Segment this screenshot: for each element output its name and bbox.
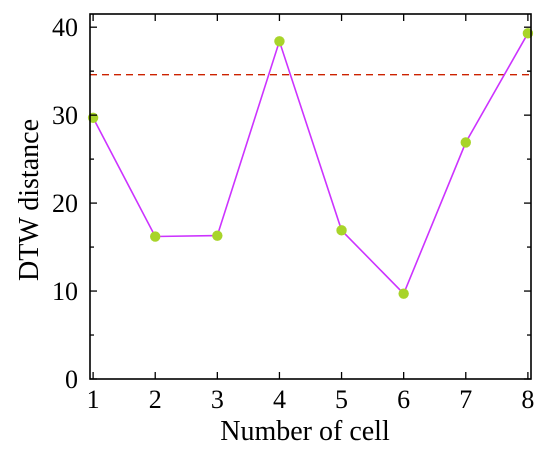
data-point (274, 36, 285, 47)
y-axis-title: DTW distance (14, 119, 45, 281)
axes: 1 2 3 4 5 6 7 8 0 10 20 30 40 (52, 13, 534, 414)
y-tick-label: 10 (52, 277, 78, 306)
x-tick-label: 2 (149, 385, 162, 414)
y-tick-label: 40 (52, 13, 78, 42)
y-tick-label: 20 (52, 189, 78, 218)
data-point (150, 231, 161, 242)
x-tick-label: 3 (211, 385, 224, 414)
data-point (398, 288, 409, 299)
data-point (212, 230, 223, 241)
x-tick-label: 1 (87, 385, 100, 414)
x-axis-title: Number of cell (220, 416, 390, 447)
x-tick-label: 4 (273, 385, 286, 414)
x-tick-label: 5 (335, 385, 348, 414)
y-tick-label: 0 (65, 365, 78, 394)
plot-area (87, 28, 534, 299)
y-tick-label: 30 (52, 101, 78, 130)
plot-frame (89, 13, 532, 380)
x-tick-label: 8 (521, 385, 534, 414)
x-tick-label: 6 (397, 385, 410, 414)
data-point (460, 137, 471, 148)
x-tick-label: 7 (459, 385, 472, 414)
data-point (336, 225, 347, 236)
series-line (92, 32, 529, 296)
